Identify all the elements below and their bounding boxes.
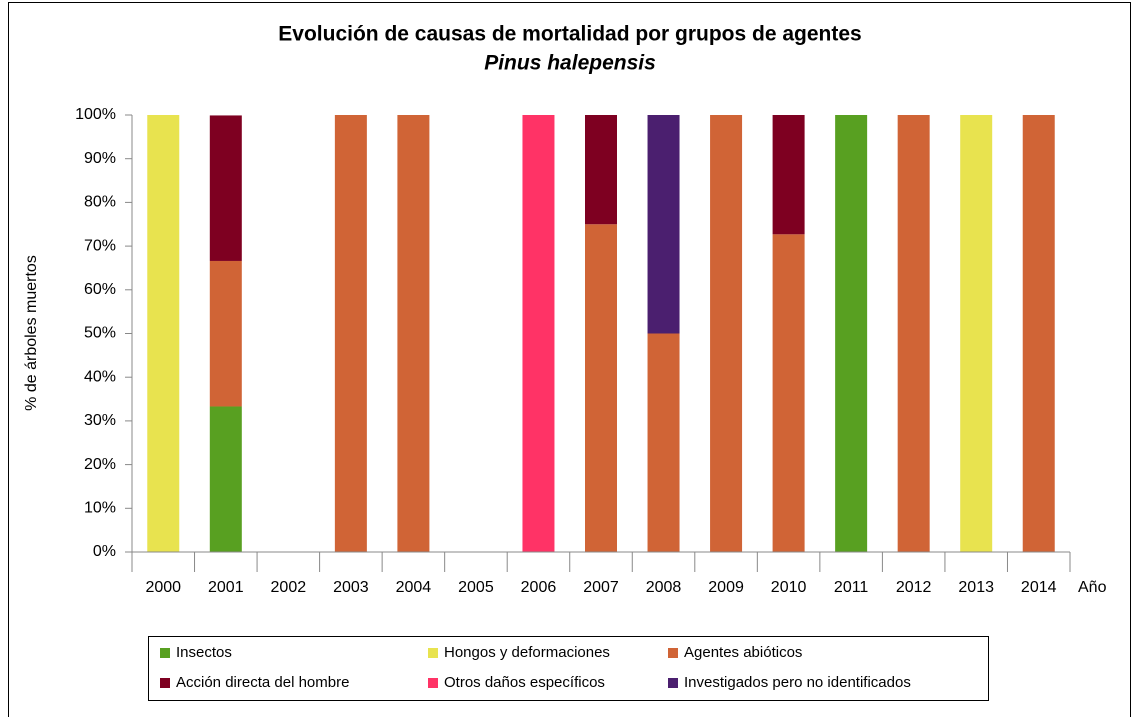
legend-swatch (160, 678, 170, 688)
bar-segment (772, 115, 805, 235)
legend-swatch (668, 648, 678, 658)
legend-label: Hongos y deformaciones (444, 644, 610, 661)
x-tick-label: 2014 (1021, 579, 1057, 596)
legend-label: Acción directa del hombre (176, 674, 349, 691)
chart-title: Evolución de causas de mortalidad por gr… (278, 23, 861, 46)
legend-swatch (428, 678, 438, 688)
legend-swatch (428, 648, 438, 658)
legend-swatch (160, 648, 170, 658)
x-tick-label: 2009 (708, 579, 744, 596)
y-tick-label: 20% (84, 456, 116, 473)
bar-segment (397, 115, 430, 552)
y-tick-label: 50% (84, 325, 116, 342)
legend-label: Insectos (176, 644, 232, 661)
x-tick-label: 2007 (583, 579, 619, 596)
legend-swatch (668, 678, 678, 688)
y-axis-label: % de árboles muertos (23, 255, 40, 411)
bar-segment (522, 115, 555, 552)
x-tick-label: 2003 (333, 579, 369, 596)
y-tick-label: 0% (93, 543, 116, 560)
bar-segment (647, 333, 680, 552)
bar-segment (585, 224, 617, 552)
y-tick-label: 70% (84, 237, 116, 254)
bar-segment (960, 115, 993, 552)
x-tick-label: 2005 (458, 579, 494, 596)
bar-segment (710, 115, 743, 552)
bar-segment (647, 115, 680, 334)
bar-segment (209, 115, 242, 261)
chart-border (8, 2, 1131, 717)
y-tick-label: 60% (84, 281, 116, 298)
x-tick-label: 2012 (896, 579, 932, 596)
bar-segment (209, 260, 242, 407)
x-tick-label: 2006 (521, 579, 557, 596)
y-tick-label: 100% (75, 106, 116, 123)
x-axis-label: Año (1078, 579, 1107, 596)
x-tick-label: 2000 (145, 579, 181, 596)
y-tick-label: 40% (84, 368, 116, 385)
bar-segment (1022, 115, 1055, 552)
legend-label: Investigados pero no identificados (684, 674, 911, 691)
bar-segment (772, 234, 805, 552)
legend-label: Agentes abióticos (684, 644, 802, 661)
bar-segment (897, 115, 930, 552)
bar-segment (147, 115, 180, 552)
x-tick-label: 2008 (646, 579, 682, 596)
y-tick-label: 80% (84, 194, 116, 211)
y-tick-label: 90% (84, 150, 116, 167)
x-tick-label: 2004 (396, 579, 432, 596)
x-tick-label: 2001 (208, 579, 244, 596)
x-tick-label: 2013 (958, 579, 994, 596)
x-tick-label: 2010 (771, 579, 807, 596)
bar-segment (585, 115, 617, 225)
legend-label: Otros daños específicos (444, 674, 605, 691)
x-tick-label: 2002 (271, 579, 307, 596)
bar-segment (209, 406, 242, 552)
x-tick-label: 2011 (834, 579, 869, 596)
bar-segment (334, 115, 367, 552)
y-tick-label: 30% (84, 412, 116, 429)
bar-segment (835, 115, 868, 552)
y-tick-label: 10% (84, 500, 116, 517)
chart-subtitle: Pinus halepensis (484, 52, 656, 75)
legend (148, 636, 989, 701)
